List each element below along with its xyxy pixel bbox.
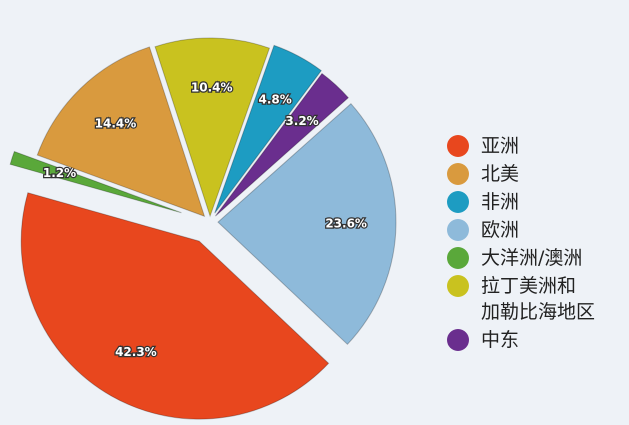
value-label: 42.3% xyxy=(115,345,157,359)
legend-label: 非洲 xyxy=(481,189,519,215)
legend: 亚洲北美非洲欧洲大洋洲/澳洲拉丁美洲和 加勒比海地区中东 xyxy=(447,133,595,355)
legend-swatch xyxy=(447,163,469,185)
legend-item: 中东 xyxy=(447,327,595,353)
legend-item: 北美 xyxy=(447,161,595,187)
chart: 10.4%4.8%3.2%23.6%42.3%1.2%14.4% 亚洲北美非洲欧… xyxy=(0,0,629,425)
legend-swatch xyxy=(447,191,469,213)
legend-swatch xyxy=(447,219,469,241)
legend-label: 大洋洲/澳洲 xyxy=(481,245,582,271)
pie: 10.4%4.8%3.2%23.6%42.3%1.2%14.4% xyxy=(0,0,440,425)
legend-label: 欧洲 xyxy=(481,217,519,243)
legend-item: 拉丁美洲和 加勒比海地区 xyxy=(447,273,595,325)
legend-item: 大洋洲/澳洲 xyxy=(447,245,595,271)
value-label: 4.8% xyxy=(258,93,291,107)
legend-item: 亚洲 xyxy=(447,133,595,159)
legend-label: 北美 xyxy=(481,161,519,187)
value-label: 23.6% xyxy=(325,216,367,230)
legend-label: 中东 xyxy=(481,327,519,353)
value-label: 10.4% xyxy=(191,80,233,94)
legend-label: 拉丁美洲和 加勒比海地区 xyxy=(481,273,595,325)
legend-label: 亚洲 xyxy=(481,133,519,159)
legend-item: 欧洲 xyxy=(447,217,595,243)
value-label: 14.4% xyxy=(95,116,137,130)
legend-swatch xyxy=(447,247,469,269)
legend-item: 非洲 xyxy=(447,189,595,215)
value-label: 3.2% xyxy=(285,114,318,128)
legend-swatch xyxy=(447,329,469,351)
legend-swatch xyxy=(447,275,469,297)
legend-swatch xyxy=(447,135,469,157)
